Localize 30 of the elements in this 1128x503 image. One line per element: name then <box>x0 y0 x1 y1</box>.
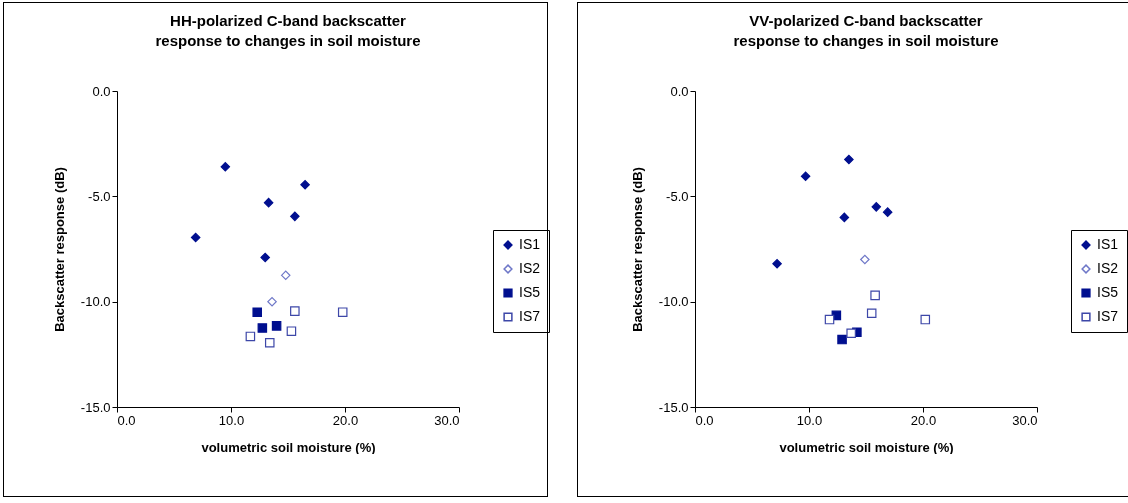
chart-title: VV-polarized C-band backscatter response to changes in soil moisture <box>733 12 999 49</box>
legend-label: IS1 <box>1097 236 1119 252</box>
legend-label: IS2 <box>519 260 541 276</box>
x-axis-title: volumetric soil moisture (%) <box>779 439 954 455</box>
x-tick-label: 20.0 <box>910 412 937 428</box>
legend-label: IS5 <box>519 284 541 300</box>
y-tick-label: -5.0 <box>88 188 111 204</box>
legend-label: IS7 <box>519 308 541 324</box>
y-tick-label: -15.0 <box>80 399 111 415</box>
x-axis-title: volumetric soil moisture (%) <box>201 439 376 455</box>
x-tick-label: 20.0 <box>332 412 359 428</box>
y-axis-title: Backscatter response (dB) <box>51 167 67 332</box>
legend-label: IS7 <box>1097 308 1119 324</box>
y-tick-label: -10.0 <box>80 294 111 310</box>
y-tick-label: -15.0 <box>658 399 689 415</box>
chart-title: HH-polarized C-band backscatter response to changes in soil moisture <box>155 12 421 49</box>
x-tick-label: 10.0 <box>796 412 823 428</box>
legend-label: IS1 <box>519 236 541 252</box>
legend-label: IS5 <box>1097 284 1119 300</box>
y-tick-label: -10.0 <box>658 294 689 310</box>
y-tick-label: 0.0 <box>670 83 689 99</box>
x-tick-label: 30.0 <box>434 412 460 428</box>
y-tick-label: -5.0 <box>666 188 689 204</box>
x-tick-label: 30.0 <box>1012 412 1038 428</box>
x-tick-label: 0.0 <box>117 412 136 428</box>
y-tick-label: 0.0 <box>92 83 111 99</box>
x-tick-label: 0.0 <box>695 412 714 428</box>
y-axis-title: Backscatter response (dB) <box>629 167 645 332</box>
legend-label: IS2 <box>1097 260 1119 276</box>
x-tick-label: 10.0 <box>218 412 245 428</box>
